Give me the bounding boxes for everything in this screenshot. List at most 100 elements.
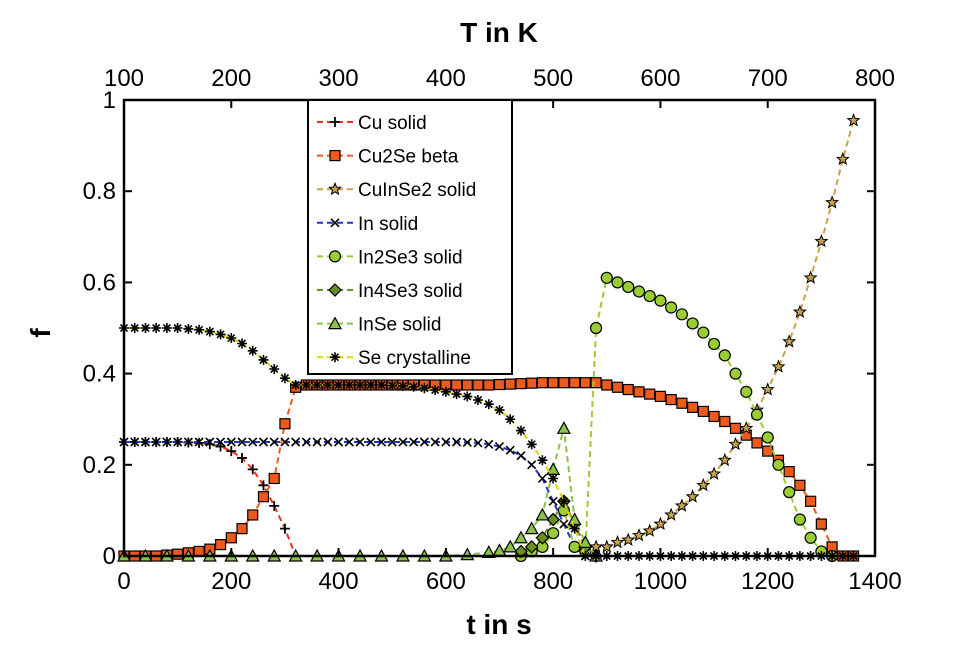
data-point (536, 509, 548, 520)
data-point (237, 524, 247, 534)
data-point (623, 534, 634, 545)
data-point (269, 501, 279, 511)
data-point (452, 380, 462, 390)
data-point (398, 381, 408, 391)
x-axis-title: t in s (466, 609, 531, 640)
data-point (173, 549, 183, 559)
x-tick-label: 600 (426, 568, 466, 595)
legend-label: In solid (358, 214, 418, 235)
data-point (666, 395, 676, 405)
data-point (794, 514, 805, 525)
data-point (784, 336, 795, 347)
data-point (462, 380, 472, 390)
data-point (559, 378, 569, 388)
data-point (633, 286, 644, 297)
series-line-0 (124, 442, 296, 556)
data-point (484, 399, 494, 409)
data-point (688, 402, 698, 412)
data-point (280, 419, 290, 429)
data-point (291, 380, 301, 390)
data-point (141, 323, 151, 333)
data-point (687, 491, 698, 502)
data-point (580, 378, 590, 388)
data-point (527, 439, 537, 449)
data-point (837, 153, 848, 164)
data-point (494, 545, 506, 556)
legend-marker (330, 151, 340, 161)
data-point (151, 323, 161, 333)
data-point (312, 380, 322, 390)
x-tick-label: 1000 (634, 568, 687, 595)
y-tick-label: 0.4 (83, 361, 116, 388)
data-point (387, 381, 397, 391)
data-point (226, 533, 236, 543)
y-tick-label: 0.6 (83, 269, 116, 296)
data-point (709, 411, 719, 421)
data-point (473, 380, 483, 390)
data-point (548, 474, 558, 484)
data-point (612, 277, 623, 288)
y-tick-label: 0.8 (83, 178, 116, 205)
data-point (537, 455, 547, 465)
data-point (130, 323, 140, 333)
legend-label: In2Se3 solid (358, 247, 463, 268)
data-point (419, 383, 429, 393)
data-point (559, 496, 569, 506)
data-point (655, 391, 665, 401)
data-point (537, 378, 547, 388)
data-point (709, 338, 720, 349)
data-point (548, 378, 558, 388)
data-point (505, 414, 515, 424)
data-point (730, 368, 741, 379)
data-point (344, 380, 354, 390)
series-2 (580, 115, 860, 552)
data-point (644, 525, 655, 536)
data-point (538, 474, 546, 482)
data-point (806, 496, 816, 506)
legend-label: CuInSe2 solid (358, 180, 476, 201)
data-point (719, 454, 730, 465)
top-x-axis-title: T in K (460, 17, 538, 48)
data-point (784, 467, 794, 477)
data-point (602, 380, 612, 390)
legend-marker (330, 352, 340, 362)
x-tick-label: 1200 (741, 568, 794, 595)
data-point (560, 520, 568, 528)
data-point (720, 416, 730, 426)
data-point (205, 327, 215, 337)
data-point (527, 378, 537, 388)
data-point (183, 324, 193, 334)
data-point (528, 461, 536, 469)
data-point (752, 438, 762, 448)
data-point (259, 355, 269, 365)
data-point (258, 492, 268, 502)
x-tick-label: 1400 (848, 568, 901, 595)
legend-label: Cu2Se beta (358, 147, 459, 168)
data-point (613, 382, 623, 392)
data-point (334, 380, 344, 390)
data-point (548, 528, 559, 539)
data-point (676, 309, 687, 320)
data-point (355, 380, 365, 390)
legend: Cu solidCu2Se betaCuInSe2 solidIn solidI… (308, 100, 512, 374)
data-point (301, 380, 311, 390)
data-point (795, 480, 805, 490)
data-point (430, 385, 440, 395)
data-point (763, 446, 773, 456)
data-point (461, 549, 473, 560)
top-x-tick-label: 300 (319, 65, 359, 92)
data-point (698, 406, 708, 416)
data-point (516, 379, 526, 389)
x-tick-label: 400 (319, 568, 359, 595)
data-point (601, 541, 612, 552)
data-point (505, 379, 515, 389)
data-point (248, 346, 258, 356)
y-tick-label: 0 (103, 543, 116, 570)
data-point (547, 463, 559, 474)
top-x-tick-label: 200 (211, 65, 251, 92)
data-point (708, 468, 719, 479)
data-point (269, 473, 279, 483)
data-point (570, 378, 580, 388)
data-point (601, 272, 612, 283)
series-line-6 (124, 428, 596, 556)
